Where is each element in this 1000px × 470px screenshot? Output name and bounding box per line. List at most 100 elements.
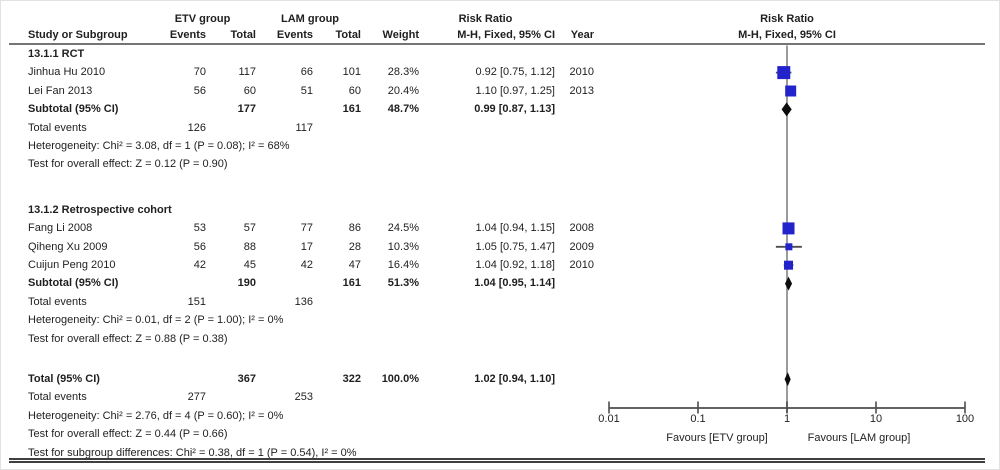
etv-total: 117 — [238, 66, 256, 79]
section-title-row: 13.1.2 Retrospective cohort — [1, 201, 621, 220]
overall-effect-row: Test for overall effect: Z = 0.44 (P = 0… — [1, 425, 621, 444]
year-value: 2010 — [569, 66, 594, 79]
study-name: Qiheng Xu 2009 — [28, 240, 108, 253]
overall-effect-row: Test for overall effect: Z = 0.12 (P = 0… — [1, 155, 621, 174]
year-value: 2010 — [569, 259, 594, 271]
lam-events-column-header: Events — [276, 29, 313, 41]
x-axis-tick-label: 0.01 — [598, 413, 620, 425]
x-axis-tick-label: 10 — [869, 413, 883, 425]
lam-grand-total: 322 — [342, 373, 361, 385]
risk-ratio-ci-text: 1.04 [0.94, 1.15] — [475, 222, 555, 235]
year-value: 2013 — [569, 84, 594, 97]
weight-value: 10.3% — [387, 240, 419, 253]
total-events-row: Total events 126 117 — [1, 119, 621, 138]
risk-ratio-header-right: Risk Ratio — [760, 13, 814, 25]
weight-value: 24.5% — [387, 222, 419, 235]
total-events-label: Total events — [28, 295, 87, 308]
year-value: 2009 — [569, 240, 594, 253]
risk-ratio-ci-text: 1.04 [0.92, 1.18] — [475, 259, 555, 271]
year-value: 2008 — [569, 222, 594, 235]
lam-total: 86 — [348, 222, 361, 235]
etv-events: 53 — [193, 222, 206, 235]
overall-effect-text: Test for overall effect: Z = 0.12 (P = 0… — [28, 158, 228, 171]
weight-value: 28.3% — [387, 66, 419, 79]
lam-total: 60 — [348, 84, 361, 97]
lam-total-events: 136 — [294, 295, 313, 308]
section-title-row: 13.1.1 RCT — [1, 45, 621, 64]
x-axis-tick-label: 100 — [955, 413, 975, 425]
x-axis-tick-label: 0.1 — [690, 413, 706, 425]
lam-group-header: LAM group — [280, 13, 340, 25]
etv-total: 57 — [243, 222, 256, 235]
study-name: Fang Li 2008 — [28, 222, 93, 235]
overall-effect-text: Test for overall effect: Z = 0.88 (P = 0… — [28, 332, 228, 345]
mh-fixed-plot-header: M-H, Fixed, 95% CI — [738, 29, 836, 41]
lam-total: 47 — [348, 259, 361, 271]
weight-value: 20.4% — [387, 84, 419, 97]
etv-group-header: ETV group — [174, 13, 231, 25]
heterogeneity-row: Heterogeneity: Chi² = 2.76, df = 4 (P = … — [1, 407, 621, 426]
risk-ratio-header-left: Risk Ratio — [458, 13, 513, 25]
total-weight: 100.0% — [381, 373, 419, 385]
header-underline — [9, 42, 985, 45]
lam-events: 77 — [300, 222, 313, 235]
section-title: 13.1.1 RCT — [28, 48, 85, 60]
subtotal-row: Subtotal (95% CI) 177 161 48.7% 0.99 [0.87, … — [1, 100, 621, 119]
total-events-label: Total events — [28, 121, 87, 134]
subtotal-weight: 48.7% — [387, 103, 419, 116]
total-events-row: Total events 151 136 — [1, 293, 621, 312]
subtotal-weight: 51.3% — [387, 277, 419, 290]
risk-ratio-ci-text: 1.10 [0.97, 1.25] — [475, 84, 555, 97]
lam-total: 101 — [342, 66, 361, 79]
study-name: Jinhua Hu 2010 — [28, 66, 106, 79]
etv-total: 60 — [243, 84, 256, 97]
etv-total-events: 277 — [187, 391, 206, 404]
risk-ratio-ci-text: 1.05 [0.75, 1.47] — [475, 240, 555, 253]
study-row: Cuijun Peng 2010 42 45 42 47 16.4% 1.04 [0.92,… — [1, 256, 621, 275]
lam-events: 17 — [300, 240, 313, 253]
etv-subtotal: 177 — [237, 103, 256, 116]
heterogeneity-text: Heterogeneity: Chi² = 2.76, df = 4 (P = … — [28, 409, 284, 422]
heterogeneity-text: Heterogeneity: Chi² = 0.01, df = 2 (P = … — [28, 314, 284, 327]
etv-events: 56 — [193, 240, 206, 253]
favours-right-label: Favours [LAM group] — [807, 432, 911, 444]
etv-total-events: 126 — [187, 121, 206, 134]
weight-column-header: Weight — [382, 29, 419, 41]
subtotal-label: Subtotal (95% CI) — [28, 103, 119, 116]
lam-events: 42 — [300, 259, 313, 271]
subtotal-risk-ratio-ci-text: 0.99 [0.87, 1.13] — [474, 103, 555, 116]
subtotal-label: Subtotal (95% CI) — [28, 277, 119, 290]
etv-total-column-header: Total — [230, 29, 256, 41]
overall-effect-text: Test for overall effect: Z = 0.44 (P = 0… — [28, 428, 228, 441]
etv-subtotal: 190 — [237, 277, 256, 290]
etv-total: 88 — [243, 240, 256, 253]
lam-events: 51 — [300, 84, 313, 97]
etv-events: 56 — [193, 84, 206, 97]
heterogeneity-row: Heterogeneity: Chi² = 0.01, df = 2 (P = … — [1, 311, 621, 330]
total-events-row: Total events 277 253 — [1, 388, 621, 407]
subtotal-row: Subtotal (95% CI) 190 161 51.3% 1.04 [0.95, … — [1, 274, 621, 293]
risk-ratio-ci-text: 0.92 [0.75, 1.12] — [475, 66, 555, 79]
subgroup-difference-text: Test for subgroup differences: Chi² = 0.… — [28, 446, 357, 459]
lam-total-column-header: Total — [335, 29, 361, 41]
lam-subtotal: 161 — [342, 103, 361, 116]
bottom-rule-2 — [9, 461, 985, 463]
lam-subtotal: 161 — [342, 277, 361, 290]
study-row: Jinhua Hu 2010 70 117 66 101 28.3% 0.92 [0.75,… — [1, 63, 621, 82]
total-risk-ratio-ci-text: 1.02 [0.94, 1.10] — [474, 373, 555, 385]
subtotal-risk-ratio-ci-text: 1.04 [0.95, 1.14] — [474, 277, 555, 290]
study-column-header: Study or Subgroup — [28, 29, 128, 41]
etv-total: 45 — [243, 259, 256, 271]
year-column-header: Year — [570, 29, 594, 41]
etv-grand-total: 367 — [237, 373, 256, 385]
study-row: Fang Li 2008 53 57 77 86 24.5% 1.04 [0.94, 1.1… — [1, 219, 621, 238]
study-name: Lei Fan 2013 — [28, 84, 93, 97]
bottom-rule-1 — [9, 458, 985, 460]
overall-effect-row: Test for overall effect: Z = 0.88 (P = 0… — [1, 330, 621, 349]
lam-events: 66 — [300, 66, 313, 79]
heterogeneity-text: Heterogeneity: Chi² = 3.08, df = 1 (P = … — [28, 140, 290, 152]
study-name: Cuijun Peng 2010 — [28, 259, 116, 271]
mh-fixed-column-header: M-H, Fixed, 95% CI — [457, 29, 555, 41]
